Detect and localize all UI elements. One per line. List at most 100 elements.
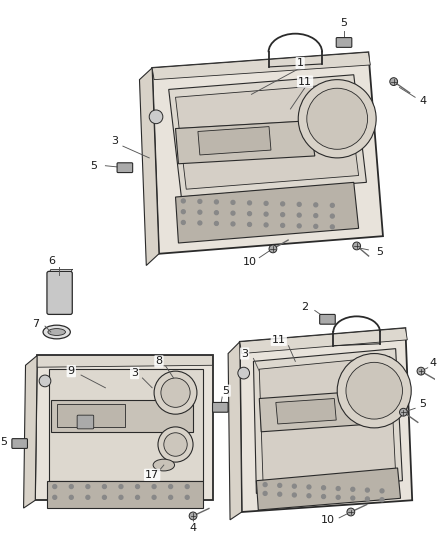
Circle shape xyxy=(337,353,411,428)
FancyBboxPatch shape xyxy=(212,402,228,412)
Polygon shape xyxy=(176,84,359,189)
Circle shape xyxy=(152,484,156,489)
Circle shape xyxy=(198,210,202,214)
Circle shape xyxy=(321,486,325,490)
Text: 5: 5 xyxy=(90,161,97,171)
Polygon shape xyxy=(240,328,412,512)
Ellipse shape xyxy=(48,328,65,335)
Circle shape xyxy=(136,495,139,499)
Circle shape xyxy=(281,213,285,216)
Ellipse shape xyxy=(153,459,174,471)
Circle shape xyxy=(53,484,57,489)
Circle shape xyxy=(86,495,90,499)
Text: 8: 8 xyxy=(155,357,162,366)
Polygon shape xyxy=(276,399,336,424)
Text: 6: 6 xyxy=(48,256,55,265)
Circle shape xyxy=(293,493,296,497)
Circle shape xyxy=(185,484,189,489)
Circle shape xyxy=(102,495,106,499)
Polygon shape xyxy=(256,468,400,510)
Circle shape xyxy=(390,78,398,85)
Circle shape xyxy=(380,498,384,502)
Ellipse shape xyxy=(43,325,71,339)
Circle shape xyxy=(297,224,301,228)
Polygon shape xyxy=(139,68,159,265)
FancyBboxPatch shape xyxy=(47,271,72,314)
Circle shape xyxy=(161,378,190,407)
Circle shape xyxy=(238,367,250,379)
Circle shape xyxy=(215,222,219,225)
Circle shape xyxy=(351,496,355,500)
Circle shape xyxy=(53,495,57,499)
FancyBboxPatch shape xyxy=(12,439,28,448)
Polygon shape xyxy=(259,391,372,432)
Circle shape xyxy=(39,375,51,387)
Circle shape xyxy=(181,199,185,203)
Polygon shape xyxy=(176,182,359,243)
Circle shape xyxy=(198,199,202,204)
Circle shape xyxy=(149,110,163,124)
Circle shape xyxy=(169,484,173,489)
Circle shape xyxy=(297,213,301,217)
Circle shape xyxy=(365,488,369,492)
Text: 4: 4 xyxy=(429,358,436,368)
Circle shape xyxy=(264,223,268,227)
Polygon shape xyxy=(49,369,203,481)
Polygon shape xyxy=(240,328,407,353)
Text: 3: 3 xyxy=(112,136,119,146)
Circle shape xyxy=(307,494,311,498)
Circle shape xyxy=(380,489,384,493)
Polygon shape xyxy=(57,405,125,427)
Circle shape xyxy=(119,484,123,489)
Circle shape xyxy=(181,221,185,224)
Circle shape xyxy=(314,214,318,217)
Circle shape xyxy=(307,485,311,489)
Polygon shape xyxy=(24,356,37,508)
Circle shape xyxy=(181,210,185,214)
Circle shape xyxy=(278,483,282,487)
Circle shape xyxy=(307,88,367,149)
Circle shape xyxy=(154,371,197,414)
Circle shape xyxy=(69,484,73,489)
Text: 1: 1 xyxy=(297,58,304,68)
Circle shape xyxy=(231,211,235,215)
Text: 5: 5 xyxy=(0,437,7,447)
Circle shape xyxy=(399,408,407,416)
Circle shape xyxy=(365,497,369,501)
Circle shape xyxy=(231,222,235,226)
Text: 4: 4 xyxy=(419,96,427,106)
Circle shape xyxy=(169,495,173,499)
Circle shape xyxy=(281,223,285,228)
Circle shape xyxy=(264,201,268,205)
Text: 3: 3 xyxy=(241,349,248,359)
Circle shape xyxy=(336,487,340,490)
Polygon shape xyxy=(198,127,271,155)
Text: 2: 2 xyxy=(301,302,309,312)
Circle shape xyxy=(321,495,325,498)
Circle shape xyxy=(152,495,156,499)
Polygon shape xyxy=(254,349,403,494)
Circle shape xyxy=(247,222,251,227)
Text: 11: 11 xyxy=(298,77,312,86)
Polygon shape xyxy=(152,52,383,254)
Circle shape xyxy=(158,427,193,462)
FancyBboxPatch shape xyxy=(77,415,94,429)
Text: 9: 9 xyxy=(68,366,75,376)
Circle shape xyxy=(264,212,268,216)
Circle shape xyxy=(353,242,360,250)
Circle shape xyxy=(417,367,425,375)
Polygon shape xyxy=(35,356,212,500)
Circle shape xyxy=(330,214,334,218)
Polygon shape xyxy=(152,52,370,79)
Circle shape xyxy=(263,491,267,495)
Circle shape xyxy=(69,495,73,499)
Text: 11: 11 xyxy=(272,335,286,345)
Circle shape xyxy=(185,495,189,499)
Text: 5: 5 xyxy=(223,386,230,395)
Circle shape xyxy=(330,204,334,207)
Circle shape xyxy=(247,212,251,216)
Circle shape xyxy=(351,487,355,491)
Circle shape xyxy=(298,79,376,158)
Text: 10: 10 xyxy=(321,515,335,525)
Circle shape xyxy=(314,224,318,228)
